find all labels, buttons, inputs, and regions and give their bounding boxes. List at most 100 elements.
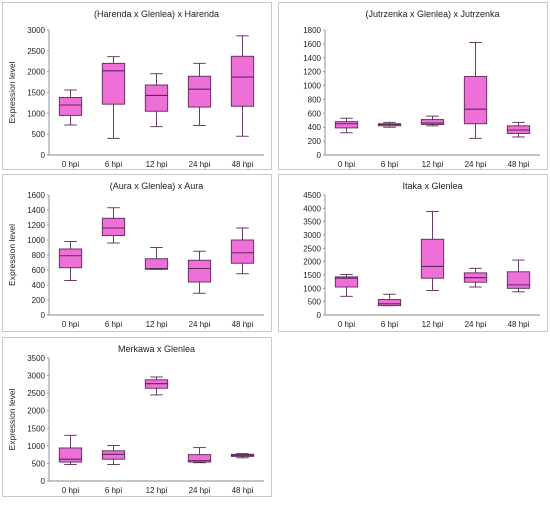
y-tick-label: 2000 [27, 68, 45, 77]
chart-panel: Itaka x Glenlea 0 500 1000 1500 2000 2500 3000 3… [278, 174, 548, 332]
x-tick-label: 0 hpi [338, 320, 356, 329]
x-tick-label: 24 hpi [189, 320, 211, 329]
box-plot: (Jutrzenka x Glenlea) x Jutrzenka 0 200 400… [303, 9, 540, 169]
x-tick-label: 12 hpi [146, 160, 168, 169]
box-0 [58, 241, 83, 281]
box-3 [463, 42, 488, 139]
iqr-box [58, 248, 83, 269]
x-tick-label: 12 hpi [146, 320, 168, 329]
x-tick-label: 6 hpi [105, 486, 123, 495]
iqr-box [101, 217, 126, 236]
y-tick-label: 3000 [27, 372, 45, 381]
iqr-box [463, 76, 488, 125]
box-1 [101, 56, 126, 139]
iqr-box [187, 75, 212, 108]
y-tick-label: 1400 [27, 206, 45, 215]
box-3 [187, 250, 212, 294]
y-tick-label: 500 [32, 130, 46, 139]
chart-panel: Merkawa x Glenlea 0 500 1000 1500 2000 2500 300… [2, 337, 272, 497]
box-2 [420, 115, 445, 127]
box-4 [506, 259, 531, 293]
y-tick-label: 2500 [27, 47, 45, 56]
iqr-box [58, 97, 83, 116]
chart-title: Merkawa x Glenlea [118, 344, 195, 354]
y-tick-label: 0 [41, 311, 46, 320]
y-tick-label: 1500 [27, 424, 45, 433]
box-plot: Merkawa x Glenlea 0 500 1000 1500 2000 2500 300… [7, 344, 264, 495]
y-tick-label: 500 [308, 298, 322, 307]
y-tick-label: 800 [308, 95, 322, 104]
box-4 [230, 453, 255, 459]
chart-panel: (Harenda x Glenlea) x Harenda 0 500 1000 150… [2, 2, 272, 170]
chart-title: (Aura x Glenlea) x Aura [110, 181, 204, 191]
y-tick-label: 1000 [27, 109, 45, 118]
x-tick-label: 0 hpi [338, 160, 356, 169]
y-tick-label: 1200 [303, 68, 321, 77]
box-4 [230, 227, 255, 275]
iqr-box [144, 258, 169, 270]
iqr-box [187, 259, 212, 283]
x-tick-label: 24 hpi [465, 320, 487, 329]
y-tick-label: 0 [41, 477, 46, 486]
y-tick-label: 1000 [303, 82, 321, 91]
x-tick-label: 6 hpi [105, 320, 123, 329]
box-1 [377, 293, 402, 307]
x-tick-label: 0 hpi [62, 160, 80, 169]
x-tick-label: 6 hpi [105, 160, 123, 169]
iqr-box [506, 271, 531, 289]
iqr-box [101, 62, 126, 105]
x-tick-label: 48 hpi [508, 160, 530, 169]
box-0 [334, 117, 359, 134]
chart-title: Itaka x Glenlea [402, 181, 462, 191]
iqr-box [377, 299, 402, 307]
iqr-box [187, 454, 212, 463]
y-tick-label: 200 [308, 137, 322, 146]
x-tick-label: 48 hpi [232, 486, 254, 495]
x-tick-label: 12 hpi [146, 486, 168, 495]
box-2 [144, 247, 169, 270]
y-tick-label: 2000 [303, 258, 321, 267]
box-0 [334, 274, 359, 297]
box-4 [230, 35, 255, 137]
y-tick-label: 1600 [303, 40, 321, 49]
y-tick-label: 2000 [27, 407, 45, 416]
box-3 [187, 62, 212, 126]
chart-title: (Jutrzenka x Glenlea) x Jutrzenka [365, 9, 499, 19]
y-tick-label: 600 [308, 109, 322, 118]
box-plot: (Aura x Glenlea) x Aura 0 200 400 600 800 1000… [7, 181, 264, 329]
y-tick-label: 1600 [27, 191, 45, 200]
x-tick-label: 24 hpi [189, 160, 211, 169]
iqr-box [230, 239, 255, 264]
box-1 [377, 121, 402, 128]
y-tick-label: 500 [32, 459, 46, 468]
y-tick-label: 3500 [303, 218, 321, 227]
y-tick-label: 400 [308, 123, 322, 132]
y-axis-label: Expression level [7, 224, 17, 286]
x-tick-label: 24 hpi [465, 160, 487, 169]
iqr-box [420, 238, 445, 279]
x-tick-label: 12 hpi [422, 160, 444, 169]
y-tick-label: 0 [317, 151, 322, 160]
y-tick-label: 2500 [27, 389, 45, 398]
y-tick-label: 1200 [27, 221, 45, 230]
y-axis-label: Expression level [7, 388, 17, 450]
x-tick-label: 24 hpi [189, 486, 211, 495]
y-tick-label: 1800 [303, 26, 321, 35]
y-tick-label: 1400 [303, 54, 321, 63]
box-1 [101, 207, 126, 244]
box-2 [144, 73, 169, 128]
box-3 [187, 447, 212, 464]
x-tick-label: 6 hpi [381, 160, 399, 169]
box-2 [420, 211, 445, 291]
chart-panel: (Jutrzenka x Glenlea) x Jutrzenka 0 200 400… [278, 2, 548, 170]
y-tick-label: 3500 [27, 354, 45, 363]
y-tick-label: 800 [32, 251, 46, 260]
x-tick-label: 48 hpi [232, 320, 254, 329]
y-tick-label: 4000 [303, 204, 321, 213]
y-tick-label: 0 [41, 151, 46, 160]
box-4 [506, 121, 531, 138]
box-0 [58, 434, 83, 465]
y-tick-label: 0 [317, 311, 322, 320]
x-tick-label: 6 hpi [381, 320, 399, 329]
box-3 [463, 267, 488, 288]
